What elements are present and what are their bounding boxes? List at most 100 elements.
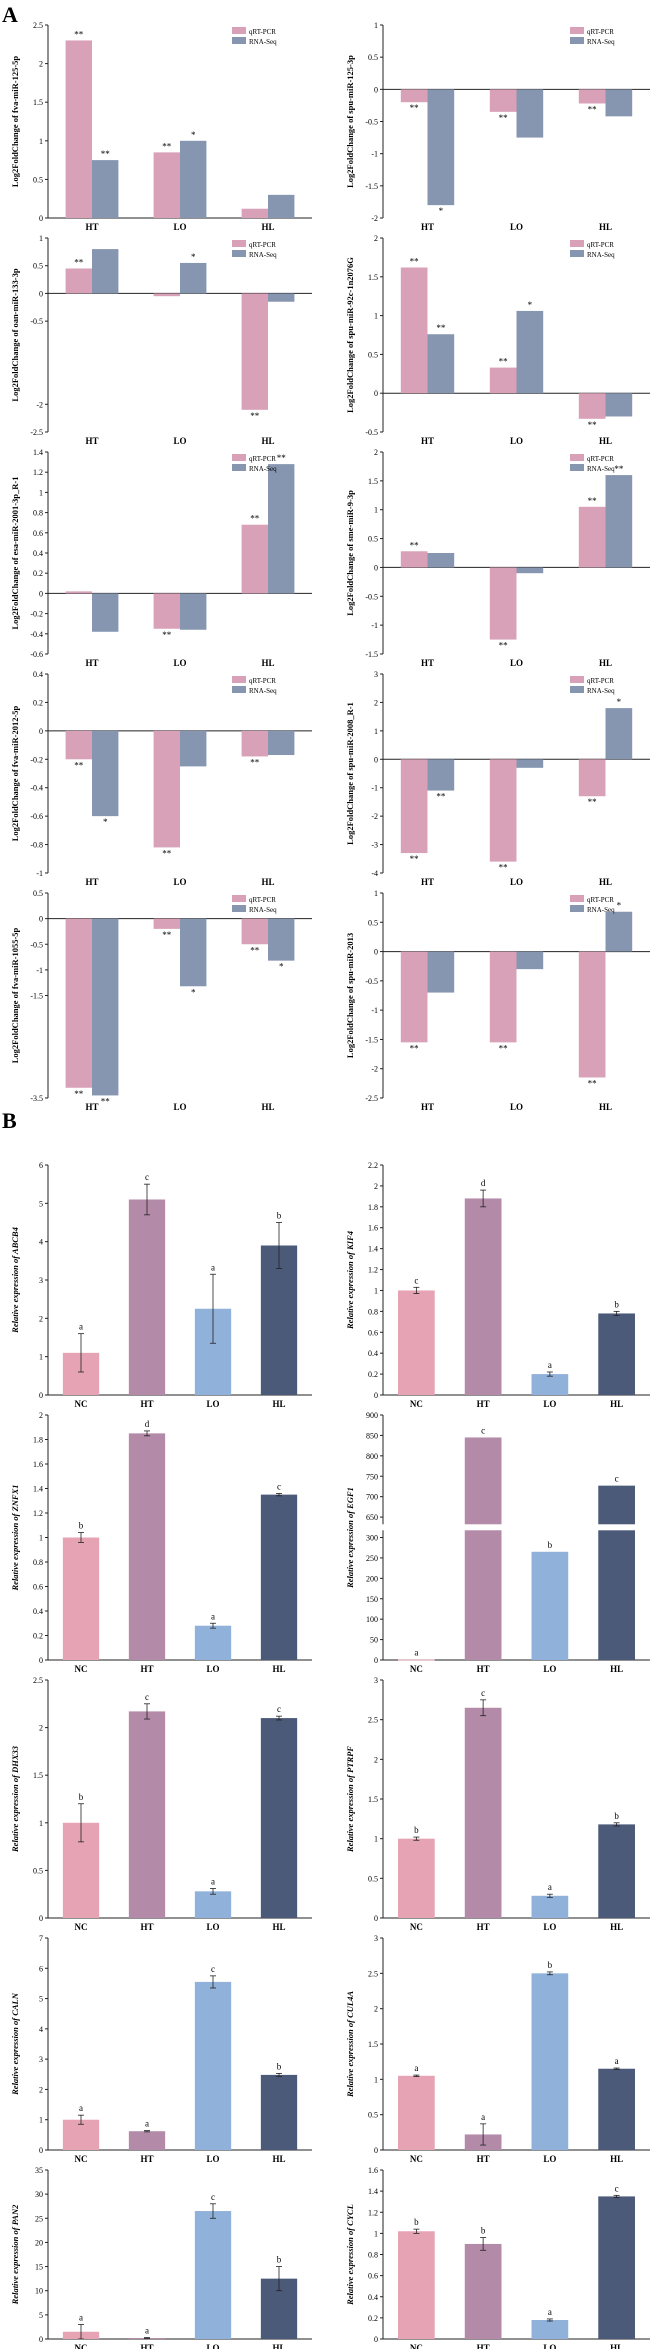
bar-qrt-pcr xyxy=(578,506,606,568)
y-tick-label: 900 xyxy=(366,1411,378,1420)
significance-letter: c xyxy=(277,1704,281,1714)
y-tick-label: 2.5 xyxy=(33,1676,43,1685)
legend-swatch-qrt-pcr xyxy=(232,895,246,902)
y-tick-label: -2 xyxy=(371,214,378,223)
bar-lo xyxy=(194,2211,232,2339)
y-tick-label: 2 xyxy=(39,2085,43,2094)
significance-letter: a xyxy=(79,2103,83,2113)
bar-qrt-pcr xyxy=(489,951,517,1043)
x-tick-label: HL xyxy=(599,222,612,232)
bar-qrt-pcr xyxy=(489,567,517,640)
significance-mark: ** xyxy=(614,464,624,474)
y-tick-label: -0.5 xyxy=(365,428,378,437)
y-tick-label: 5 xyxy=(39,1199,43,1208)
chart-b-6: 0 0.5 1 1.5 2 2.5 3 Relative expression of PTRP… xyxy=(345,1676,650,1932)
y-tick-label: 2.5 xyxy=(33,21,43,30)
bar-qrt-pcr xyxy=(65,591,92,594)
y-tick-label: -2 xyxy=(371,812,378,821)
y-tick-label: 2.5 xyxy=(368,1716,378,1725)
significance-letter: a xyxy=(548,2307,552,2317)
significance-letter: a xyxy=(145,2326,149,2336)
y-tick-label: 3 xyxy=(39,1276,43,1285)
x-tick-label: HL xyxy=(272,1922,285,1932)
bar-rna-seq xyxy=(92,730,119,817)
significance-letter: d xyxy=(481,1178,486,1188)
legend-swatch-qrt-pcr xyxy=(232,27,246,34)
x-tick-label: LO xyxy=(173,658,186,668)
bar-qrt-pcr xyxy=(489,89,517,112)
bar-hl xyxy=(598,1485,635,1660)
y-tick-label: 1 xyxy=(39,1819,43,1828)
x-tick-label: HT xyxy=(140,1399,153,1409)
y-tick-label: -0.6 xyxy=(30,812,43,821)
y-tick-label: 0 xyxy=(39,589,43,598)
significance-mark: * xyxy=(279,962,284,972)
y-tick-label: 0 xyxy=(374,755,378,764)
y-tick-label: 0 xyxy=(374,1656,378,1665)
y-tick-label: 0.6 xyxy=(368,1328,378,1337)
legend-label-qrt-pcr: qRT-PCR xyxy=(587,241,614,249)
bar-hl xyxy=(260,1718,298,1918)
y-tick-label: 0.4 xyxy=(368,1349,378,1358)
y-tick-label: 700 xyxy=(366,1493,378,1502)
x-tick-label: HL xyxy=(610,1922,623,1932)
x-tick-label: LO xyxy=(510,877,523,887)
significance-mark: * xyxy=(103,817,108,827)
chart-b-9: 0 5 10 15 20 25 30 35 Relative expression of PAN… xyxy=(10,2166,312,2349)
x-tick-label: HT xyxy=(477,1922,490,1932)
significance-letter: b xyxy=(481,2226,486,2236)
y-tick-label: -0.4 xyxy=(30,784,43,793)
y-axis-label: Relative expression of EGF1 xyxy=(345,1487,355,1589)
y-tick-label: 0 xyxy=(374,85,378,94)
y-tick-label: -0.5 xyxy=(30,317,43,326)
bar-ht xyxy=(464,1198,502,1395)
y-tick-label: 1 xyxy=(374,2229,378,2238)
significance-mark: ** xyxy=(588,420,598,430)
y-tick-label: 15 xyxy=(35,2263,43,2272)
chart-a-9: -3.5 -1.5 -1 -0.5 0 0.5 Log2FoldChange of fva-… xyxy=(10,889,312,1112)
bar-rna-seq xyxy=(605,708,633,760)
significance-mark: ** xyxy=(250,514,260,524)
y-axis-label: Relative expression of CUL4A xyxy=(345,1991,355,2098)
y-tick-label: -1 xyxy=(371,150,378,159)
y-tick-label: 0.2 xyxy=(33,569,43,578)
x-tick-label: NC xyxy=(410,2343,423,2349)
y-axis-label: Log2FoldChange of sme-miR-9-3p xyxy=(345,490,355,616)
bar-rna-seq xyxy=(516,89,544,138)
bar-rna-seq xyxy=(92,593,119,632)
y-tick-label: -0.6 xyxy=(30,650,43,659)
significance-mark: ** xyxy=(588,1079,598,1089)
legend-label-rna-seq: RNA-Seq xyxy=(587,251,615,259)
chart-b-7: 0 1 2 3 4 5 6 7 Relative expression of CALN a NC a H… xyxy=(10,1934,312,2164)
y-tick-label: 1.4 xyxy=(368,2187,378,2196)
chart-a-6: -1.5 -1 -0.5 0 0.5 1 1.5 2 Log2FoldChange of sme… xyxy=(345,448,650,668)
y-axis-label: Log2FoldChange of esa-miR-2001-3p_R-1 xyxy=(10,477,20,630)
y-tick-label: 2.5 xyxy=(368,1969,378,1978)
y-tick-label: 1 xyxy=(374,312,378,321)
y-tick-label: 1.2 xyxy=(33,468,43,477)
y-tick-label: 1 xyxy=(374,889,378,898)
bar-rna-seq xyxy=(516,567,544,574)
x-tick-label: LO xyxy=(206,1399,219,1409)
significance-letter: c xyxy=(277,1481,281,1491)
significance-letter: a xyxy=(211,1262,215,1272)
significance-letter: b xyxy=(79,1792,84,1802)
bar-qrt-pcr xyxy=(241,730,268,757)
x-tick-label: HT xyxy=(421,877,434,887)
y-axis-label: Relative expression of DHX33 xyxy=(10,1745,20,1853)
x-tick-label: HL xyxy=(261,658,274,668)
y-tick-label: 20 xyxy=(35,2238,43,2247)
x-tick-label: HT xyxy=(421,1102,434,1112)
significance-mark: ** xyxy=(436,792,446,802)
axis-break xyxy=(379,1524,650,1531)
y-tick-label: 6 xyxy=(39,1964,43,1973)
y-tick-label: -1.5 xyxy=(365,650,378,659)
bar-ht xyxy=(128,1199,166,1395)
bar-ht xyxy=(128,2131,166,2150)
bar-qrt-pcr xyxy=(65,918,92,1088)
legend-swatch-rna-seq xyxy=(570,464,584,471)
significance-letter: b xyxy=(277,1211,282,1221)
chart-b-5: 0 0.5 1 1.5 2 2.5 Relative expression of DHX33… xyxy=(10,1676,312,1932)
significance-mark: * xyxy=(617,697,622,707)
significance-mark: * xyxy=(191,987,196,997)
